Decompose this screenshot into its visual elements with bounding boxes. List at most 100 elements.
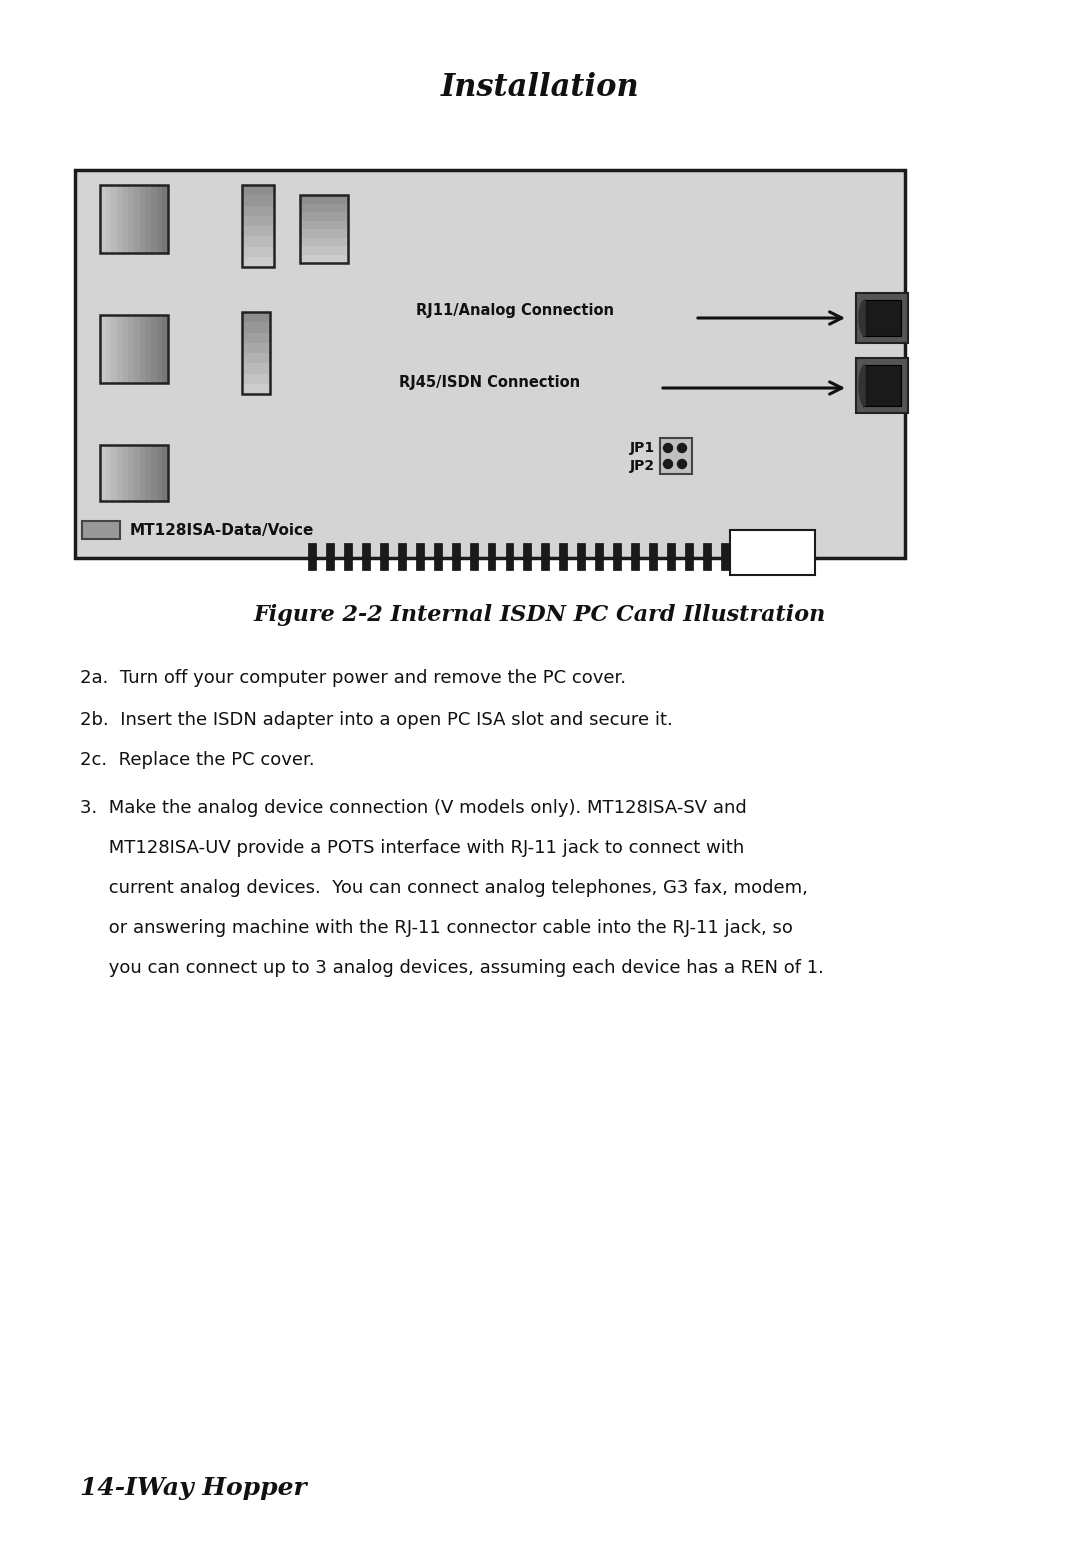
Bar <box>100 185 106 253</box>
Bar <box>863 365 901 405</box>
Bar <box>75 169 905 558</box>
Bar <box>134 446 139 502</box>
Bar <box>242 216 274 227</box>
Bar <box>856 294 908 343</box>
Text: Figure 2-2 Internal ISDN PC Card Illustration: Figure 2-2 Internal ISDN PC Card Illustr… <box>254 604 826 626</box>
Bar <box>242 256 274 267</box>
Bar <box>362 544 369 570</box>
Bar <box>129 185 134 253</box>
Bar <box>139 315 146 384</box>
Text: current analog devices.  You can connect analog telephones, G3 fax, modem,: current analog devices. You can connect … <box>80 879 808 898</box>
Bar <box>242 247 274 256</box>
Text: Installation: Installation <box>441 73 639 104</box>
Bar <box>151 315 157 384</box>
Bar <box>242 312 270 323</box>
Bar <box>470 544 477 570</box>
Bar <box>134 315 139 384</box>
Bar <box>397 544 406 570</box>
Bar <box>134 185 139 253</box>
Bar <box>326 544 334 570</box>
Text: 3.  Make the analog device connection (V models only). MT128ISA-SV and: 3. Make the analog device connection (V … <box>80 798 746 817</box>
Bar <box>123 185 129 253</box>
Bar <box>129 315 134 384</box>
Bar <box>308 544 316 570</box>
Bar <box>300 228 348 238</box>
Bar <box>162 446 168 502</box>
Bar <box>123 446 129 502</box>
Bar <box>721 544 729 570</box>
Bar <box>146 446 151 502</box>
Bar <box>300 196 348 262</box>
Bar <box>242 353 270 363</box>
Bar <box>242 205 274 216</box>
Bar <box>300 196 348 203</box>
Text: MT128ISA-UV provide a POTS interface with RJ-11 jack to connect with: MT128ISA-UV provide a POTS interface wit… <box>80 839 744 857</box>
Bar <box>242 227 274 236</box>
Bar <box>242 196 274 205</box>
Bar <box>151 446 157 502</box>
Text: or answering machine with the RJ-11 connector cable into the RJ-11 jack, so: or answering machine with the RJ-11 conn… <box>80 919 793 936</box>
Text: 2b.  Insert the ISDN adapter into a open PC ISA slot and secure it.: 2b. Insert the ISDN adapter into a open … <box>80 711 673 728</box>
Bar <box>146 315 151 384</box>
Bar <box>82 520 120 539</box>
Bar <box>242 312 270 394</box>
Text: 14-IWay Hopper: 14-IWay Hopper <box>80 1475 307 1500</box>
Bar <box>451 544 460 570</box>
Bar <box>434 544 442 570</box>
Bar <box>117 446 123 502</box>
Bar <box>151 185 157 253</box>
Bar <box>856 359 908 413</box>
Bar <box>242 323 270 332</box>
Bar <box>631 544 639 570</box>
Text: RJ45/ISDN Connection: RJ45/ISDN Connection <box>400 374 581 390</box>
Bar <box>730 530 815 575</box>
Bar <box>100 315 106 384</box>
Bar <box>505 544 513 570</box>
Bar <box>242 343 270 353</box>
Bar <box>100 446 106 502</box>
Bar <box>129 446 134 502</box>
Bar <box>300 238 348 245</box>
Bar <box>685 544 693 570</box>
Bar <box>111 315 117 384</box>
Text: JP2: JP2 <box>630 460 654 474</box>
Bar <box>300 203 348 213</box>
Bar <box>242 384 270 394</box>
Bar <box>157 446 162 502</box>
Polygon shape <box>859 300 865 335</box>
Bar <box>111 446 117 502</box>
Bar <box>242 332 270 343</box>
Bar <box>613 544 621 570</box>
Bar <box>106 185 111 253</box>
Bar <box>487 544 496 570</box>
Text: MT128ISA-Data/Voice: MT128ISA-Data/Voice <box>130 522 314 537</box>
Text: 2a.  Turn off your computer power and remove the PC cover.: 2a. Turn off your computer power and rem… <box>80 669 626 686</box>
Bar <box>106 446 111 502</box>
Circle shape <box>663 444 673 452</box>
Bar <box>100 315 168 384</box>
Bar <box>242 185 274 267</box>
Bar <box>242 363 270 374</box>
Bar <box>100 446 168 502</box>
Bar <box>559 544 567 570</box>
Bar <box>106 315 111 384</box>
Bar <box>162 315 168 384</box>
Bar <box>863 300 901 335</box>
Polygon shape <box>859 365 865 405</box>
Bar <box>541 544 550 570</box>
Bar <box>111 185 117 253</box>
Bar <box>300 255 348 262</box>
Text: JP1: JP1 <box>630 441 654 455</box>
Bar <box>100 185 168 253</box>
Bar <box>300 245 348 255</box>
Bar <box>139 185 146 253</box>
Bar <box>343 544 352 570</box>
Circle shape <box>677 444 687 452</box>
Bar <box>578 544 585 570</box>
Bar <box>123 315 129 384</box>
Bar <box>380 544 388 570</box>
Bar <box>117 315 123 384</box>
Bar <box>157 315 162 384</box>
Text: RJ11/Analog Connection: RJ11/Analog Connection <box>416 303 615 317</box>
Bar <box>667 544 675 570</box>
